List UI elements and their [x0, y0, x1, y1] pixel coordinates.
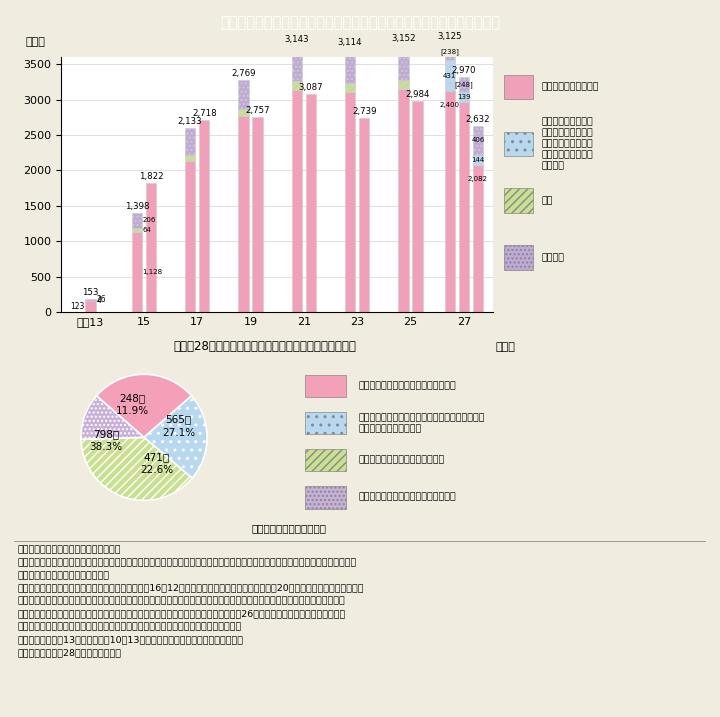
Text: 却下: 却下	[541, 196, 553, 205]
Bar	[238, 80, 248, 109]
Bar	[345, 92, 356, 312]
Text: （上段：件数，下段：％）: （上段：件数，下段：％）	[252, 523, 327, 533]
Bar	[132, 213, 142, 227]
Bar	[459, 77, 469, 92]
Text: 「親族等への接近禁止命令」のみ発令: 「親族等への接近禁止命令」のみ発令	[359, 493, 456, 502]
Text: 139: 139	[457, 94, 471, 100]
Bar	[398, 80, 409, 89]
Text: 3,114: 3,114	[338, 38, 362, 47]
FancyBboxPatch shape	[305, 412, 346, 435]
Text: [238]: [238]	[441, 48, 459, 55]
FancyBboxPatch shape	[504, 132, 533, 156]
Text: 3,125: 3,125	[438, 32, 462, 41]
Text: 144: 144	[472, 156, 485, 163]
Bar	[253, 117, 263, 312]
Bar	[132, 232, 142, 312]
Text: 「被害者に関する保護命令」のみ発令: 「被害者に関する保護命令」のみ発令	[359, 381, 456, 391]
FancyBboxPatch shape	[305, 374, 346, 397]
Text: 565件
27.1%: 565件 27.1%	[162, 414, 195, 437]
Text: 2,970: 2,970	[451, 66, 476, 75]
Text: 3,143: 3,143	[284, 35, 309, 44]
Text: ＜平成28年における認容（保護命令発令）件数の内訳＞: ＜平成28年における認容（保護命令発令）件数の内訳＞	[174, 340, 356, 353]
Text: 2,718: 2,718	[192, 109, 217, 118]
Bar	[199, 120, 210, 312]
Bar	[413, 101, 423, 312]
Text: 3,087: 3,087	[299, 82, 323, 92]
FancyBboxPatch shape	[504, 189, 533, 213]
Bar	[306, 94, 316, 312]
Text: 1,822: 1,822	[138, 172, 163, 181]
FancyBboxPatch shape	[305, 449, 346, 472]
Wedge shape	[81, 396, 144, 440]
Text: 2,769: 2,769	[231, 69, 256, 78]
Text: 認容のうち，生活の
本拠を共にする交際
相手からの暴力の被
害者からの申立てに
よるもの: 認容のうち，生活の 本拠を共にする交際 相手からの暴力の被 害者からの申立てに …	[541, 118, 593, 171]
Text: 471件
22.6%: 471件 22.6%	[140, 452, 174, 475]
Bar	[185, 161, 195, 312]
Bar	[473, 125, 483, 154]
Text: 206: 206	[143, 217, 156, 223]
Text: 406: 406	[472, 137, 485, 143]
Wedge shape	[144, 396, 207, 478]
FancyBboxPatch shape	[305, 486, 346, 508]
Text: 123: 123	[71, 302, 85, 311]
Bar	[473, 165, 483, 312]
Bar	[345, 49, 356, 82]
Text: 431: 431	[443, 72, 456, 79]
Text: 2,739: 2,739	[352, 108, 377, 116]
Bar	[132, 227, 142, 232]
Text: （備考）１．最高裁判所資料より作成。
　　　　２．「認容」には，一部認容の事案を含む。「却下」には，一部却下一部取下げの事案を含む。「取下げ等」には，移送，
　: （備考）１．最高裁判所資料より作成。 ２．「認容」には，一部認容の事案を含む。「…	[18, 545, 364, 657]
Text: 2,400: 2,400	[440, 102, 460, 108]
Bar	[292, 46, 302, 81]
Text: 「子への接近禁止命令」のみ発令: 「子への接近禁止命令」のみ発令	[359, 455, 445, 465]
Text: 2,632: 2,632	[466, 115, 490, 124]
Bar	[238, 109, 248, 116]
Text: 153: 153	[82, 288, 99, 297]
Text: 26: 26	[96, 295, 106, 305]
Text: 2,984: 2,984	[405, 90, 430, 99]
Text: 798件
38.3%: 798件 38.3%	[89, 429, 122, 452]
Text: 認容（保護命令発令）: 認容（保護命令発令）	[541, 82, 599, 92]
Bar	[292, 81, 302, 90]
Bar	[445, 60, 455, 91]
Bar	[445, 43, 455, 60]
Text: 取下げ等: 取下げ等	[541, 253, 564, 262]
Text: 248件
11.9%: 248件 11.9%	[116, 393, 149, 416]
Y-axis label: （件）: （件）	[25, 37, 45, 47]
Bar	[345, 82, 356, 92]
Text: 64: 64	[143, 227, 152, 233]
Text: 3,152: 3,152	[391, 34, 416, 43]
Text: [248]: [248]	[454, 81, 473, 87]
Text: 2,757: 2,757	[246, 106, 270, 115]
Bar	[145, 183, 156, 312]
Text: （年）: （年）	[496, 341, 516, 351]
Wedge shape	[81, 437, 192, 500]
Text: 2,133: 2,133	[178, 117, 202, 126]
Bar	[238, 116, 248, 312]
Bar	[86, 301, 96, 312]
Bar	[292, 90, 302, 312]
Text: 1,398: 1,398	[125, 202, 149, 211]
Bar	[185, 155, 195, 161]
Text: 1,128: 1,128	[143, 269, 163, 275]
Bar	[459, 102, 469, 312]
Bar	[473, 154, 483, 165]
FancyBboxPatch shape	[504, 245, 533, 270]
Text: 2,082: 2,082	[468, 176, 488, 182]
Text: 4: 4	[96, 296, 102, 305]
FancyBboxPatch shape	[504, 75, 533, 100]
Bar	[445, 91, 455, 312]
Wedge shape	[96, 374, 192, 437]
Bar	[398, 89, 409, 312]
Text: 「子への接近禁止命令」及び「親族等への接近禁
　止命令」が同時に発令: 「子への接近禁止命令」及び「親族等への接近禁 止命令」が同時に発令	[359, 413, 485, 433]
Bar	[185, 128, 195, 155]
Bar	[459, 92, 469, 102]
Bar	[398, 44, 409, 80]
Bar	[359, 118, 369, 312]
Bar	[86, 299, 96, 301]
Text: Ｉ－７－６図　配偶者暴力等に関する保護命令事件の処理状況等の推移: Ｉ－７－６図 配偶者暴力等に関する保護命令事件の処理状況等の推移	[220, 15, 500, 29]
